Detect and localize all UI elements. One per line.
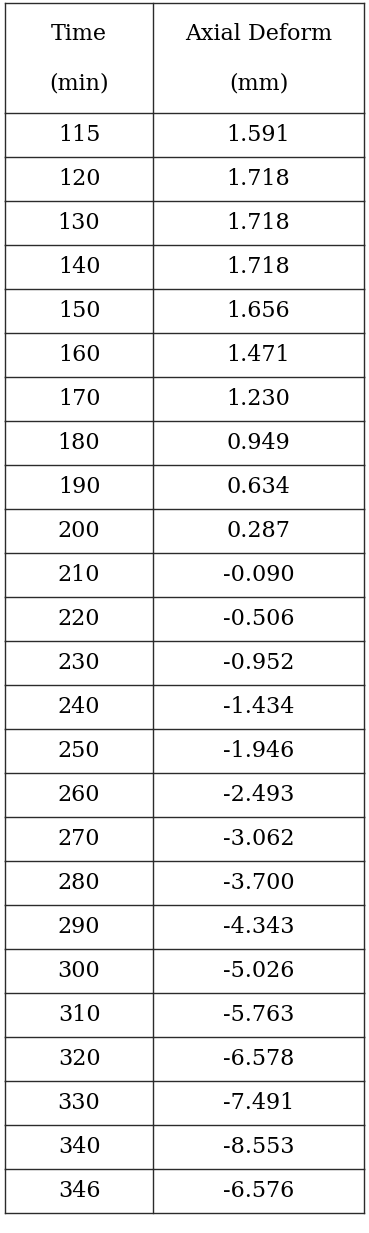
Text: -1.946: -1.946 — [223, 740, 294, 762]
Text: 240: 240 — [58, 695, 100, 718]
Text: 346: 346 — [58, 1180, 100, 1202]
Text: 0.949: 0.949 — [227, 432, 290, 454]
Text: 340: 340 — [58, 1136, 100, 1158]
Text: 230: 230 — [58, 652, 100, 674]
Text: 160: 160 — [58, 344, 100, 366]
Text: 170: 170 — [58, 388, 100, 411]
Text: 0.634: 0.634 — [227, 476, 290, 498]
Text: -2.493: -2.493 — [223, 784, 294, 806]
Text: 1.656: 1.656 — [227, 300, 290, 322]
Text: 320: 320 — [58, 1048, 100, 1070]
Text: 130: 130 — [58, 212, 100, 234]
Text: 1.718: 1.718 — [227, 256, 290, 277]
Text: (min): (min) — [49, 73, 109, 94]
Text: 330: 330 — [58, 1092, 100, 1113]
Text: 200: 200 — [58, 520, 100, 543]
Text: 0.287: 0.287 — [227, 520, 290, 543]
Text: 270: 270 — [58, 829, 100, 850]
Text: 290: 290 — [58, 916, 100, 938]
Text: 140: 140 — [58, 256, 100, 277]
Text: 310: 310 — [58, 1004, 100, 1026]
Text: -6.576: -6.576 — [223, 1180, 294, 1202]
Text: -0.506: -0.506 — [223, 608, 294, 630]
Text: 180: 180 — [58, 432, 100, 454]
Text: 1.718: 1.718 — [227, 212, 290, 234]
Text: 1.718: 1.718 — [227, 168, 290, 190]
Text: -3.062: -3.062 — [223, 829, 294, 850]
Text: -1.434: -1.434 — [223, 695, 294, 718]
Text: 250: 250 — [58, 740, 100, 762]
Text: 120: 120 — [58, 168, 100, 190]
Text: 150: 150 — [58, 300, 100, 322]
Text: 1.591: 1.591 — [227, 125, 290, 145]
Text: 115: 115 — [58, 125, 100, 145]
Text: 260: 260 — [58, 784, 100, 806]
Text: -7.491: -7.491 — [223, 1092, 294, 1113]
Text: Time: Time — [51, 22, 107, 44]
Text: -6.578: -6.578 — [223, 1048, 294, 1070]
Text: -3.700: -3.700 — [223, 872, 294, 894]
Text: 1.230: 1.230 — [227, 388, 290, 411]
Text: (mm): (mm) — [229, 73, 288, 94]
Text: 1.471: 1.471 — [227, 344, 290, 366]
Text: -0.090: -0.090 — [223, 563, 294, 586]
Text: -5.763: -5.763 — [223, 1004, 294, 1026]
Text: 220: 220 — [58, 608, 100, 630]
Text: -5.026: -5.026 — [223, 961, 294, 981]
Text: -4.343: -4.343 — [223, 916, 294, 938]
Text: -8.553: -8.553 — [223, 1136, 294, 1158]
Text: Axial Deform: Axial Deform — [185, 22, 332, 44]
Text: 300: 300 — [58, 961, 100, 981]
Text: 280: 280 — [58, 872, 100, 894]
Text: 190: 190 — [58, 476, 100, 498]
Text: -0.952: -0.952 — [223, 652, 294, 674]
Text: 210: 210 — [58, 563, 100, 586]
